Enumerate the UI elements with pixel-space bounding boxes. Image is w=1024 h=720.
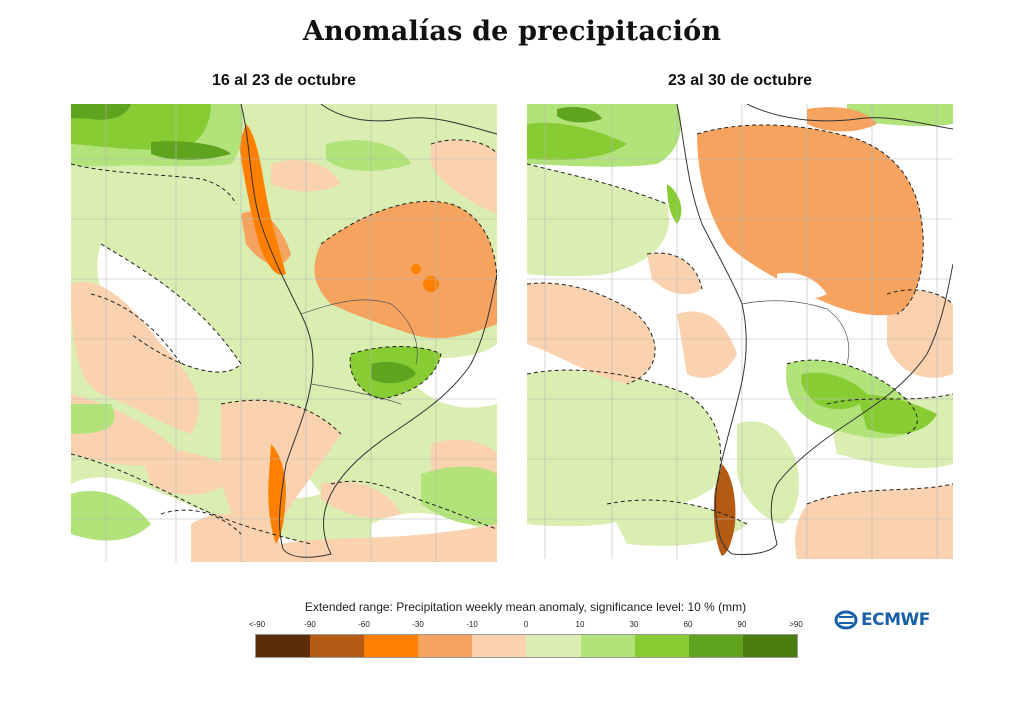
legend-swatch <box>256 635 311 657</box>
legend-label: -10 <box>466 620 478 629</box>
legend-swatch <box>364 635 419 657</box>
legend-swatch <box>472 635 527 657</box>
legend-label: 90 <box>737 620 747 629</box>
legend-swatch <box>526 635 581 657</box>
legend-swatch <box>418 635 473 657</box>
ecmwf-logo-icon <box>834 610 858 630</box>
ecmwf-logo: ECMWF <box>834 610 930 630</box>
legend-labels: <-90 -90 -60 -30 -10 0 10 30 60 90 >90 <box>230 620 824 632</box>
legend-label: -90 <box>304 620 316 629</box>
legend-label: 0 <box>523 620 529 629</box>
map-left-title: 16 al 23 de octubre <box>211 72 357 89</box>
legend-colorbar <box>255 634 798 658</box>
legend-label: <-90 <box>248 620 266 629</box>
map-right-title: 23 al 30 de octubre <box>667 72 813 89</box>
legend-swatch <box>634 635 689 657</box>
page-title: Anomalías de precipitación <box>302 16 722 47</box>
legend-label: -60 <box>358 620 370 629</box>
anomaly-map-week-2 <box>527 104 953 559</box>
legend-label: 30 <box>629 620 639 629</box>
legend-label: 10 <box>575 620 585 629</box>
legend-title: Extended range: Precipitation weekly mea… <box>304 600 747 614</box>
legend-label: 60 <box>683 620 693 629</box>
legend-swatch <box>688 635 743 657</box>
ecmwf-logo-text: ECMWF <box>861 610 930 630</box>
legend-swatch <box>310 635 365 657</box>
legend-swatch <box>580 635 635 657</box>
legend-label: -30 <box>412 620 424 629</box>
legend-label: >90 <box>789 620 803 629</box>
anomaly-map-week-1 <box>71 104 497 562</box>
legend-swatch <box>742 635 797 657</box>
